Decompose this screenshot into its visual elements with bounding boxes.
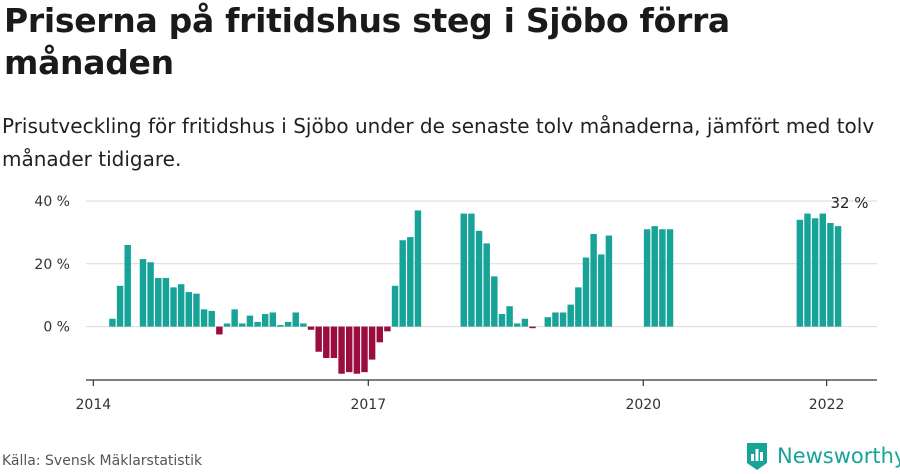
bar (514, 323, 521, 327)
bar (521, 318, 529, 327)
bar (307, 326, 315, 330)
bar (155, 277, 162, 327)
y-tick-label: 40 % (34, 194, 70, 210)
bar (384, 326, 391, 332)
y-tick-label: 0 % (43, 320, 70, 336)
bar (605, 235, 613, 327)
bar (414, 210, 422, 327)
chart-title: Priserna på fritidshus steg i Sjöbo förr… (4, 1, 730, 82)
bar (659, 229, 666, 327)
bar (582, 257, 590, 327)
bar (139, 259, 147, 327)
bar (109, 318, 116, 327)
bar (491, 276, 498, 327)
bar (208, 310, 215, 327)
bar (368, 326, 376, 360)
bar (116, 285, 124, 327)
bar-chart: 40 % 20 % 0 % 2014 2017 2020 2022 32 % (34, 194, 877, 413)
newsworthy-logo-icon (747, 443, 767, 470)
bar (277, 325, 284, 327)
bar (269, 312, 277, 327)
bar (345, 326, 353, 373)
bar (376, 326, 383, 343)
bar (330, 326, 338, 359)
bar (231, 309, 238, 327)
bar (170, 287, 177, 327)
x-axis: 2014 2017 2020 2022 (76, 379, 877, 413)
x-tick-label: 2014 (76, 397, 112, 413)
bar (338, 326, 345, 374)
bar (506, 306, 513, 327)
bar (323, 326, 330, 359)
bar (598, 254, 605, 327)
bar (559, 312, 567, 327)
bar (468, 213, 475, 327)
bar (651, 226, 658, 327)
bar (361, 326, 368, 373)
bar (239, 323, 246, 327)
bar (567, 304, 574, 327)
bar (811, 218, 819, 327)
bar (804, 213, 811, 327)
x-tick-label: 2017 (350, 397, 386, 413)
annotations: 32 % (830, 194, 868, 212)
bars (109, 210, 842, 374)
x-tick-label: 2022 (809, 397, 845, 413)
bar (498, 314, 506, 327)
bar (200, 309, 208, 327)
bar (399, 240, 406, 327)
bar (177, 284, 185, 327)
bar (796, 219, 804, 327)
chart-subtitle: Prisutveckling för fritidshus i Sjöbo un… (2, 114, 875, 171)
brand-name: Newsworthy (777, 444, 900, 468)
bar (475, 230, 483, 327)
bar (162, 277, 170, 327)
bar (147, 262, 154, 327)
bar (193, 293, 200, 327)
bar (827, 222, 834, 327)
bar (216, 326, 223, 335)
bar (353, 326, 361, 374)
bar (666, 229, 674, 327)
bar (223, 323, 231, 327)
bar (284, 321, 292, 327)
y-tick-label: 20 % (34, 257, 70, 273)
bar (552, 312, 559, 327)
bar (261, 314, 269, 327)
bar (124, 244, 131, 327)
bar (460, 213, 467, 327)
bar (407, 237, 414, 327)
bar (246, 315, 254, 327)
bar (544, 317, 552, 327)
bar (643, 229, 651, 327)
bar (590, 233, 597, 327)
bar (819, 213, 826, 327)
bar (529, 326, 536, 329)
source-note: Källa: Svensk Mäklarstatistik (2, 453, 203, 469)
brand: Newsworthy (745, 441, 900, 471)
bar (834, 226, 842, 327)
bar (300, 323, 307, 327)
annotation-label: 32 % (830, 194, 868, 212)
bar (391, 285, 399, 327)
bar (185, 292, 193, 327)
bar (292, 312, 299, 327)
y-axis-ticks: 40 % 20 % 0 % (34, 194, 70, 336)
bar (575, 287, 582, 327)
bar (315, 326, 322, 352)
bar (254, 321, 261, 327)
bar (483, 243, 490, 327)
x-tick-label: 2020 (625, 397, 661, 413)
